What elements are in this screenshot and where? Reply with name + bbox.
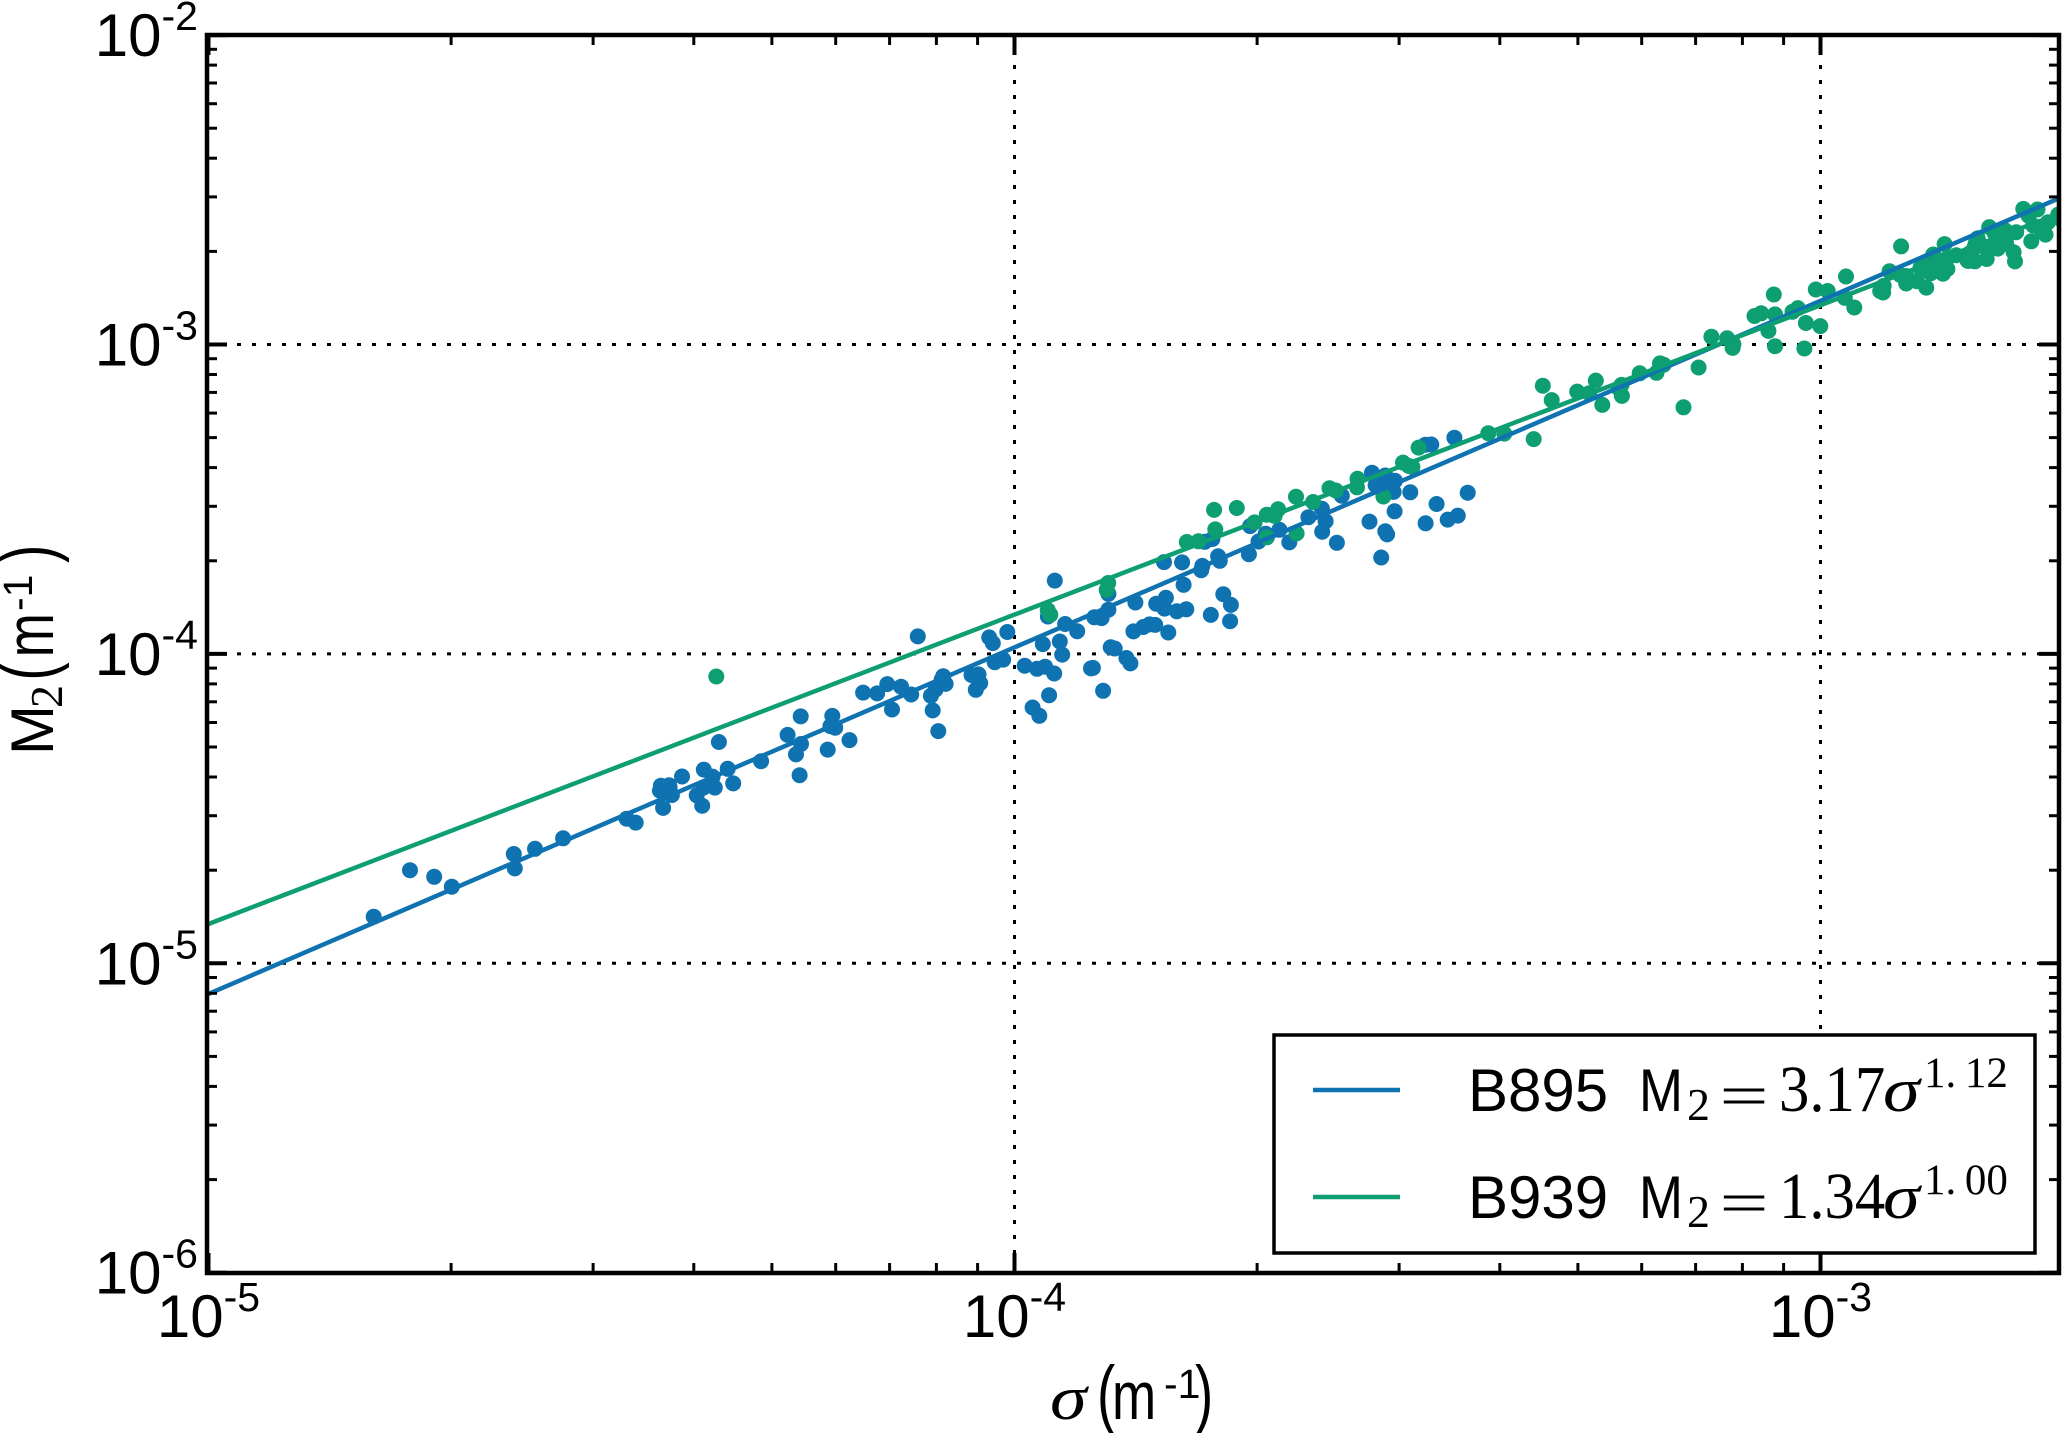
svg-text:1.34: 1.34	[1779, 1159, 1885, 1233]
svg-text:2: 2	[1687, 1079, 1710, 1130]
svg-text:B939: B939	[1468, 1164, 1608, 1231]
svg-text:M: M	[1639, 1057, 1683, 1124]
svg-text:2: 2	[21, 685, 72, 708]
svg-text:σ: σ	[1883, 1056, 1922, 1125]
svg-text:): )	[0, 545, 70, 563]
svg-text:2: 2	[1687, 1186, 1710, 1237]
svg-text:10-2: 10-2	[95, 0, 198, 69]
svg-text:-1: -1	[1164, 1361, 1200, 1407]
svg-text:B895: B895	[1468, 1057, 1608, 1124]
svg-text:M: M	[1639, 1164, 1683, 1231]
svg-text:M: M	[0, 705, 66, 755]
svg-text:=: =	[1720, 1063, 1769, 1130]
svg-text:m: m	[1112, 1358, 1156, 1433]
svg-text:): )	[1195, 1351, 1213, 1433]
svg-text:(: (	[1097, 1351, 1115, 1433]
svg-text:=: =	[1720, 1170, 1769, 1237]
svg-text:m: m	[0, 613, 67, 657]
svg-text:1. 12: 1. 12	[1924, 1050, 2008, 1097]
svg-text:σ: σ	[1883, 1163, 1922, 1232]
svg-text:σ: σ	[1050, 1364, 1089, 1433]
svg-text:1. 00: 1. 00	[1924, 1157, 2008, 1204]
svg-text:-1: -1	[0, 575, 41, 611]
svg-text:3.17: 3.17	[1779, 1052, 1885, 1126]
svg-text:(: (	[0, 662, 70, 680]
